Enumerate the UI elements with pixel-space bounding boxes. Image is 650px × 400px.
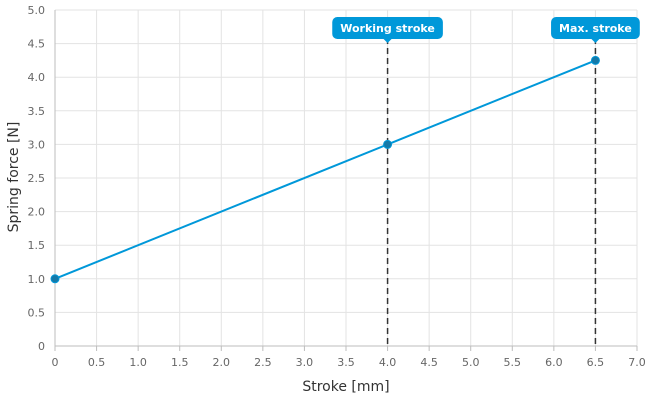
x-tick-label: 2.5	[254, 356, 272, 369]
x-tick-label: 0.5	[88, 356, 106, 369]
x-tick-label: 4.0	[379, 356, 397, 369]
y-tick-label: 3.0	[28, 138, 46, 151]
stroke-markers: Working stroke Max. stroke	[332, 17, 640, 346]
y-tick-label: 2.5	[28, 172, 46, 185]
axes	[54, 10, 638, 351]
x-tick-label: 6.0	[545, 356, 563, 369]
marker-label-badge: Working stroke	[332, 17, 443, 43]
x-tick-label: 2.0	[213, 356, 231, 369]
y-tick-label: 0	[38, 340, 45, 353]
x-tick-label: 7.0	[628, 356, 646, 369]
y-tick-label: 4.0	[28, 71, 46, 84]
x-tick-label: 3.5	[337, 356, 355, 369]
marker-pointer	[590, 38, 601, 43]
x-axis-title: Stroke [mm]	[302, 379, 389, 395]
marker-label-badge: Max. stroke	[551, 17, 640, 43]
marker-box	[332, 17, 443, 39]
y-tick-label: 2.0	[28, 206, 46, 219]
y-axis-title: Spring force [N]	[6, 122, 22, 233]
y-tick-label: 0.5	[28, 306, 46, 319]
y-tick-label: 5.0	[28, 4, 46, 17]
x-tick-label: 3.0	[296, 356, 314, 369]
data-point	[383, 139, 393, 149]
x-tick-label: 5.0	[462, 356, 480, 369]
marker-pointer	[382, 38, 393, 43]
series-layer	[50, 55, 600, 284]
x-tick-label: 4.5	[420, 356, 438, 369]
y-tick-label: 1.5	[28, 239, 46, 252]
series-line	[54, 59, 596, 280]
x-tick-label: 6.5	[587, 356, 605, 369]
x-tick-label: 1.0	[129, 356, 147, 369]
marker-box	[551, 17, 640, 39]
y-tick-label: 1.0	[28, 273, 46, 286]
y-tick-label: 3.5	[28, 105, 46, 118]
y-tick-label: 4.5	[28, 38, 46, 51]
x-tick-label: 0	[52, 356, 59, 369]
tick-labels: 0 0.5 1.0 1.5 2.0 2.5 3.0 3.5 4.0 4.5 5.0 5.5 6.0 6.5…	[28, 4, 646, 369]
grid	[54, 9, 638, 347]
x-tick-label: 5.5	[504, 356, 522, 369]
marker-label: Max. stroke	[559, 22, 632, 35]
marker-label: Working stroke	[340, 22, 435, 35]
data-point	[50, 274, 60, 284]
x-tick-label: 1.5	[171, 356, 189, 369]
data-point	[590, 55, 600, 65]
